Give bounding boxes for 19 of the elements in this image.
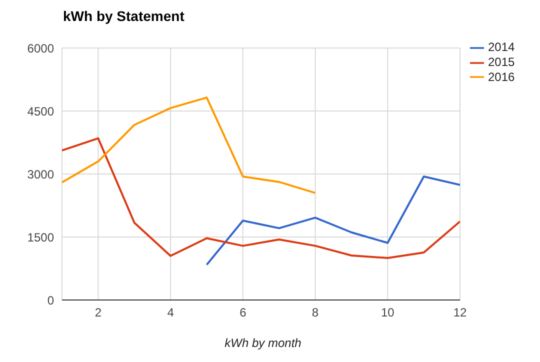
y-tick-label: 4500	[27, 104, 54, 118]
x-axis-title: kWh by month	[224, 336, 302, 350]
x-tick-label: 10	[380, 306, 395, 320]
y-tick-label: 6000	[27, 41, 54, 56]
x-tick-label: 8	[312, 306, 319, 320]
legend-label: 2016	[488, 70, 515, 84]
x-tick-label: 4	[167, 306, 174, 320]
line-series	[62, 137, 460, 259]
legend-label: 2015	[488, 54, 515, 69]
line-series	[206, 176, 460, 266]
y-tick-label: 3000	[27, 167, 54, 182]
x-tick-label: 6	[240, 306, 247, 320]
legend-label: 2014	[488, 40, 515, 54]
x-tick-label: 12	[453, 306, 467, 320]
chart-title: kWh by Statement	[63, 8, 184, 24]
x-tick-label: 2	[94, 306, 102, 320]
line-series	[62, 96, 316, 194]
y-tick-label: 1500	[27, 230, 54, 244]
y-tick-label: 0	[47, 293, 54, 308]
